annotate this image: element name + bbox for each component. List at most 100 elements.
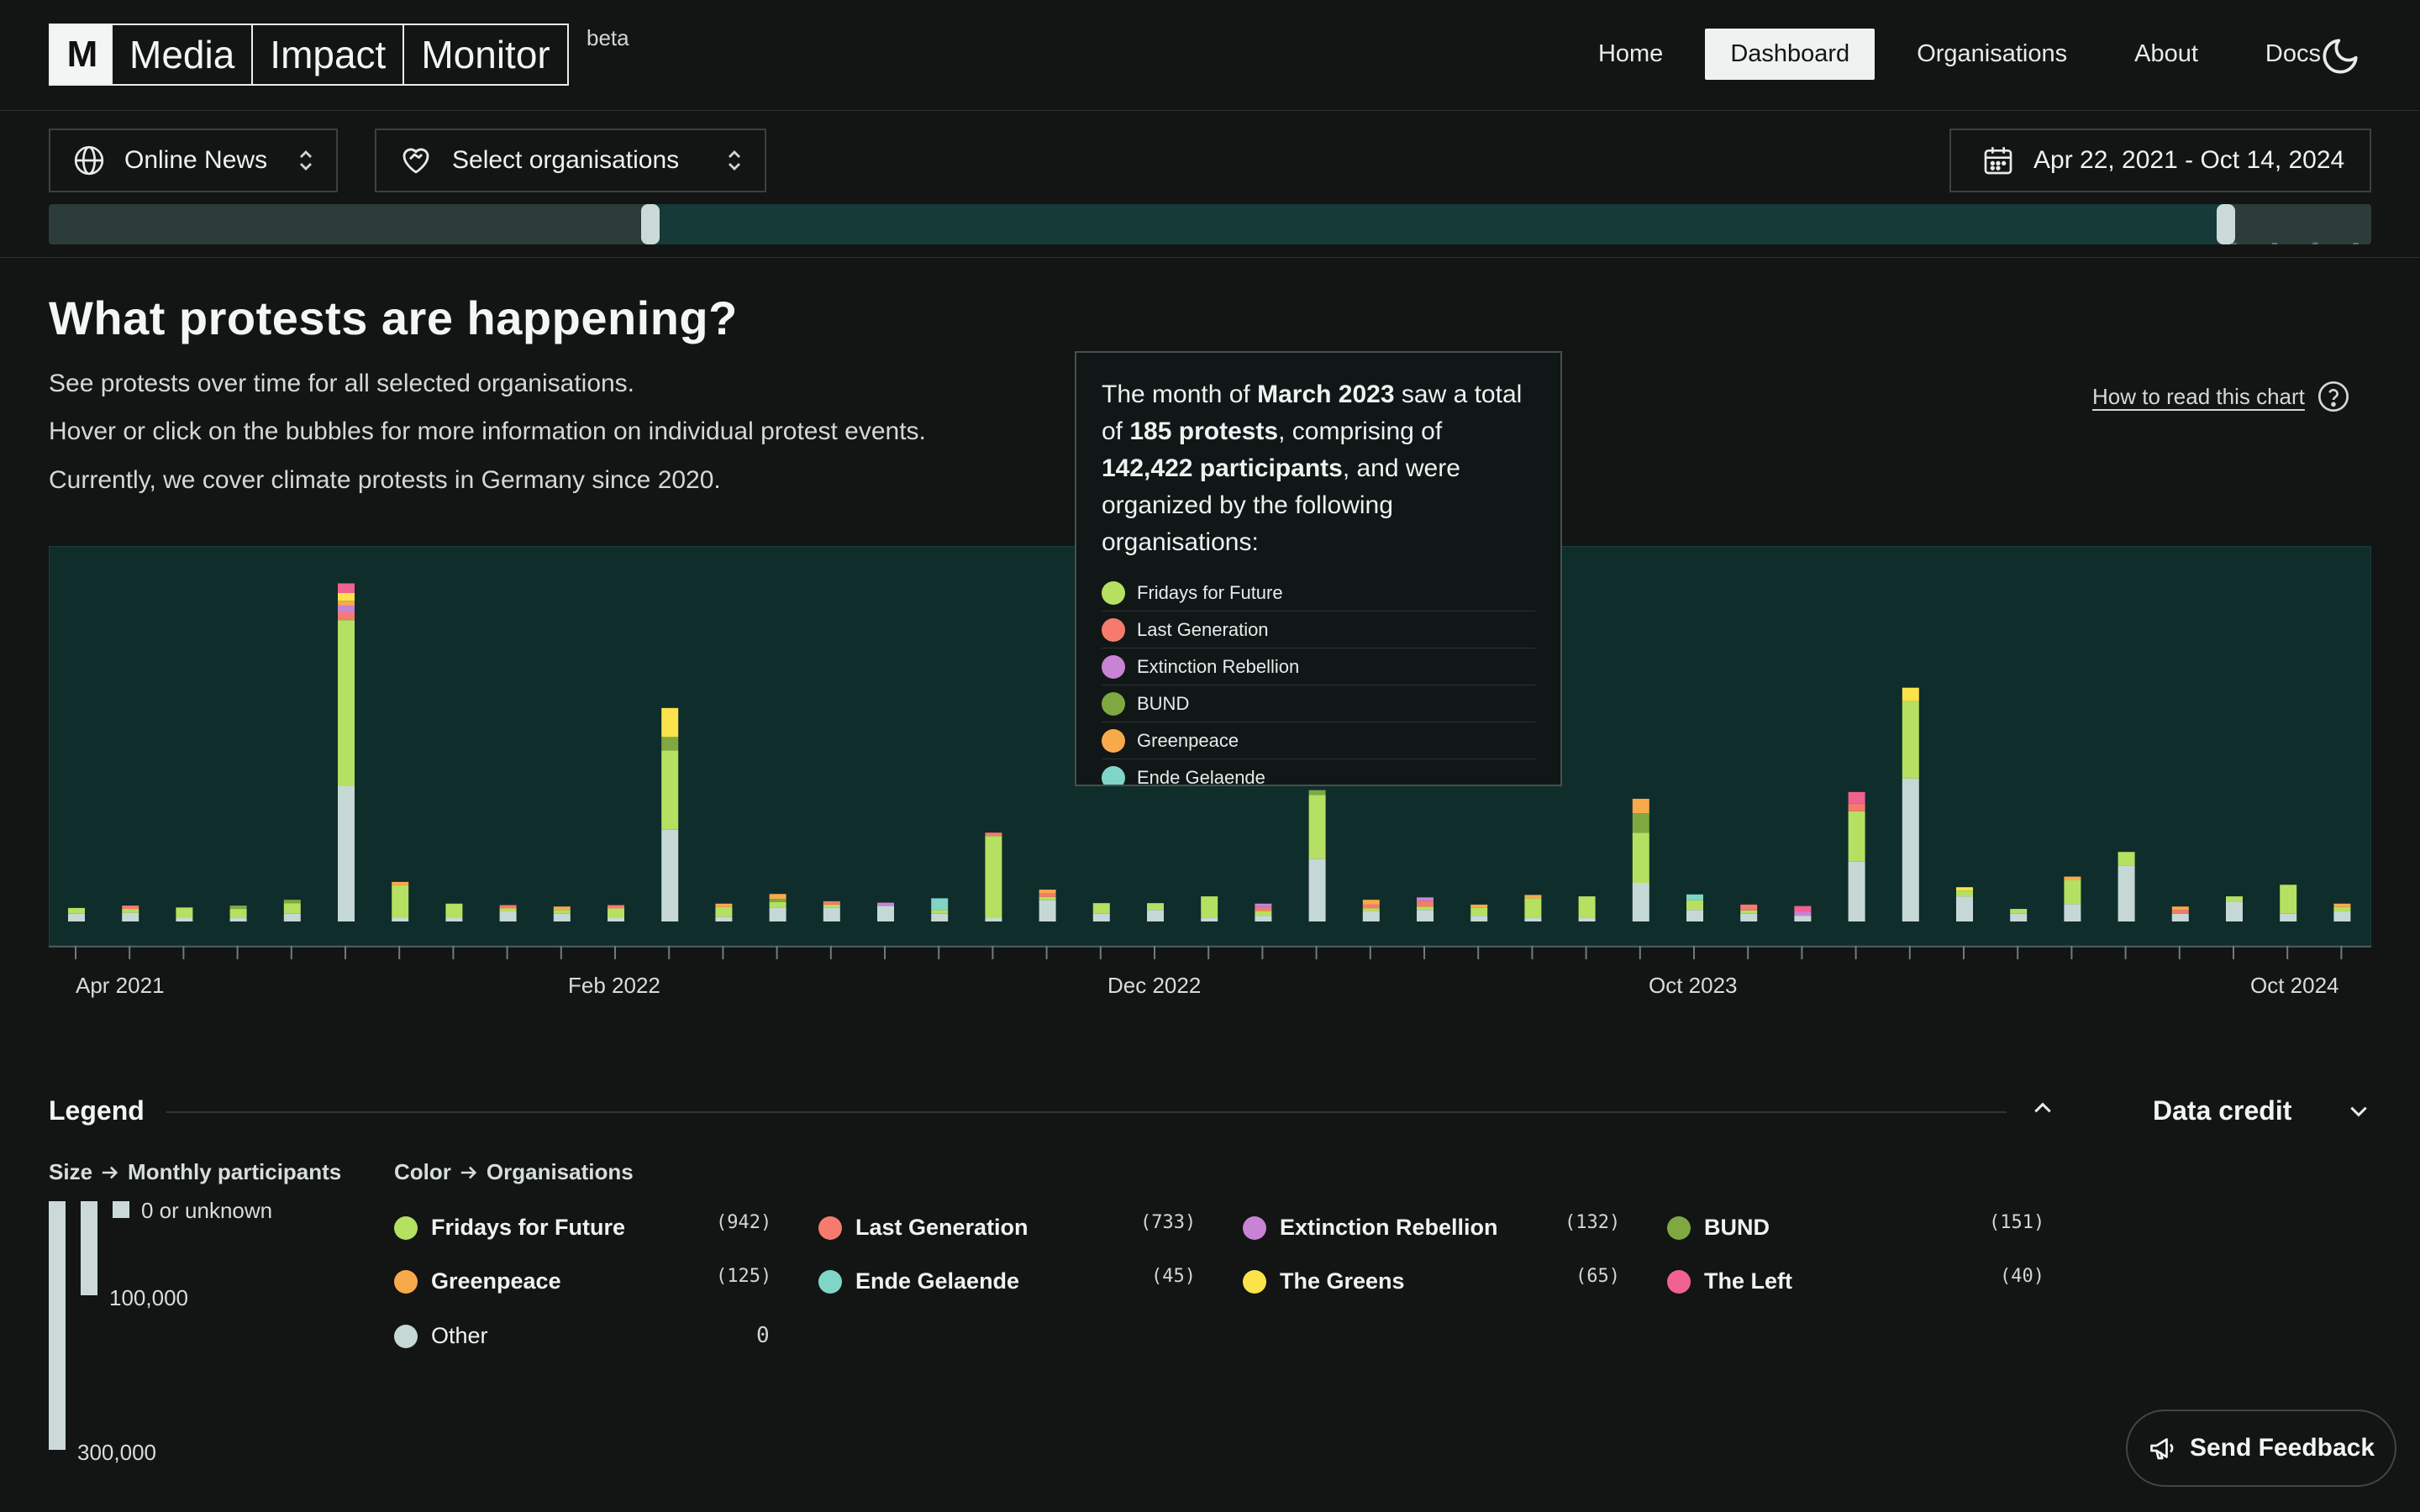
month-bar[interactable] (931, 898, 949, 921)
bar-segment[interactable] (1417, 910, 1434, 921)
bar-segment[interactable] (553, 906, 571, 911)
month-bar[interactable] (661, 707, 679, 921)
bar-segment[interactable] (1632, 832, 1649, 883)
bar-segment[interactable] (229, 906, 247, 910)
bar-segment[interactable] (1417, 906, 1434, 911)
chevron-down-icon[interactable] (2348, 1100, 2370, 1122)
legend-org-bund[interactable]: BUND (1667, 1215, 1770, 1241)
bar-segment[interactable] (769, 894, 786, 899)
how-to-read-link[interactable]: How to read this chart (2092, 380, 2350, 413)
bar-segment[interactable] (931, 910, 949, 914)
bar-segment[interactable] (1255, 916, 1272, 921)
month-bar[interactable] (1902, 687, 1919, 921)
bar-segment[interactable] (1039, 893, 1056, 897)
bar-segment[interactable] (1362, 904, 1380, 909)
month-bar[interactable] (608, 905, 624, 922)
bar-segment[interactable] (176, 907, 193, 918)
moon-icon[interactable] (2319, 35, 2361, 77)
bar-segment[interactable] (1686, 894, 1703, 900)
month-bar[interactable] (1201, 896, 1218, 921)
protest-bars[interactable] (50, 547, 2372, 947)
month-bar[interactable] (338, 583, 355, 922)
month-bar[interactable] (1039, 890, 1056, 921)
bar-segment[interactable] (68, 907, 85, 914)
bar-segment[interactable] (823, 904, 840, 908)
bar-segment[interactable] (1417, 900, 1434, 907)
month-bar[interactable] (229, 906, 247, 921)
bar-segment[interactable] (2171, 913, 2189, 921)
bar-segment[interactable] (392, 881, 409, 885)
bar-segment[interactable] (1902, 687, 1919, 701)
bar-segment[interactable] (2333, 906, 2351, 912)
bar-segment[interactable] (2118, 852, 2135, 866)
bar-segment[interactable] (1632, 883, 1649, 921)
bar-segment[interactable] (1092, 913, 1110, 921)
legend-org-last-generation[interactable]: Last Generation (818, 1215, 1028, 1241)
bar-segment[interactable] (1092, 903, 1110, 914)
nav-docs[interactable]: Docs (2265, 40, 2321, 67)
bar-segment[interactable] (2010, 909, 2028, 914)
month-bar[interactable] (985, 832, 1002, 921)
month-bar[interactable] (2064, 876, 2081, 921)
bar-segment[interactable] (1362, 911, 1380, 922)
legend-org-the-greens[interactable]: The Greens (1243, 1268, 1405, 1294)
bar-segment[interactable] (1255, 903, 1272, 907)
bar-segment[interactable] (1956, 887, 1973, 891)
bar-segment[interactable] (68, 913, 85, 921)
bar-segment[interactable] (1362, 900, 1380, 905)
legend-org-the-left[interactable]: The Left (1667, 1268, 1792, 1294)
month-bar[interactable] (1417, 897, 1434, 921)
send-feedback-button[interactable]: Send Feedback (2126, 1410, 2396, 1487)
bar-segment[interactable] (445, 918, 463, 921)
bar-segment[interactable] (1848, 791, 1865, 804)
month-bar[interactable] (1308, 790, 1326, 921)
bar-segment[interactable] (122, 906, 139, 910)
bar-segment[interactable] (1524, 895, 1542, 899)
bar-segment[interactable] (931, 898, 949, 911)
timeline-handle-start[interactable] (641, 204, 660, 244)
month-bar[interactable] (1362, 900, 1380, 922)
bar-segment[interactable] (823, 900, 840, 905)
organisations-select[interactable]: Select organisations (375, 129, 766, 192)
bar-segment[interactable] (823, 907, 840, 921)
bar-segment[interactable] (1255, 906, 1272, 911)
bar-segment[interactable] (1740, 910, 1758, 914)
bar-segment[interactable] (1740, 913, 1758, 921)
bar-segment[interactable] (2333, 903, 2351, 907)
bar-segment[interactable] (1686, 900, 1703, 911)
month-bar[interactable] (1632, 798, 1649, 921)
legend-org-other[interactable]: Other (394, 1323, 488, 1349)
bar-segment[interactable] (1848, 861, 1865, 921)
month-bar[interactable] (553, 906, 571, 921)
data-credit-toggle[interactable]: Data credit (2153, 1095, 2292, 1126)
nav-dashboard[interactable]: Dashboard (1705, 29, 1876, 80)
bar-segment[interactable] (2118, 865, 2135, 921)
bar-segment[interactable] (769, 907, 786, 921)
bar-segment[interactable] (1308, 858, 1326, 921)
chevron-up-icon[interactable] (2032, 1097, 2054, 1119)
month-bar[interactable] (2010, 909, 2028, 921)
bar-segment[interactable] (715, 906, 733, 917)
month-bar[interactable] (877, 902, 894, 921)
month-bar[interactable] (2171, 906, 2189, 921)
bar-segment[interactable] (1632, 813, 1649, 833)
bar-segment[interactable] (553, 910, 571, 914)
bar-segment[interactable] (1147, 903, 1164, 911)
legend-org-ende-gelaende[interactable]: Ende Gelaende (818, 1268, 1019, 1294)
bar-segment[interactable] (2171, 906, 2189, 911)
bar-segment[interactable] (2226, 896, 2243, 902)
bar-segment[interactable] (553, 913, 571, 921)
month-bar[interactable] (715, 903, 733, 921)
bar-segment[interactable] (1524, 898, 1542, 918)
bar-segment[interactable] (985, 836, 1002, 918)
bar-segment[interactable] (608, 918, 624, 921)
month-bar[interactable] (2118, 852, 2135, 921)
bar-segment[interactable] (499, 911, 517, 922)
bar-segment[interactable] (1956, 896, 1973, 921)
month-bar[interactable] (122, 906, 139, 921)
bar-segment[interactable] (1794, 916, 1812, 921)
month-bar[interactable] (68, 907, 85, 921)
bar-segment[interactable] (1524, 917, 1542, 921)
bar-segment[interactable] (1147, 910, 1164, 921)
bar-segment[interactable] (338, 593, 355, 601)
